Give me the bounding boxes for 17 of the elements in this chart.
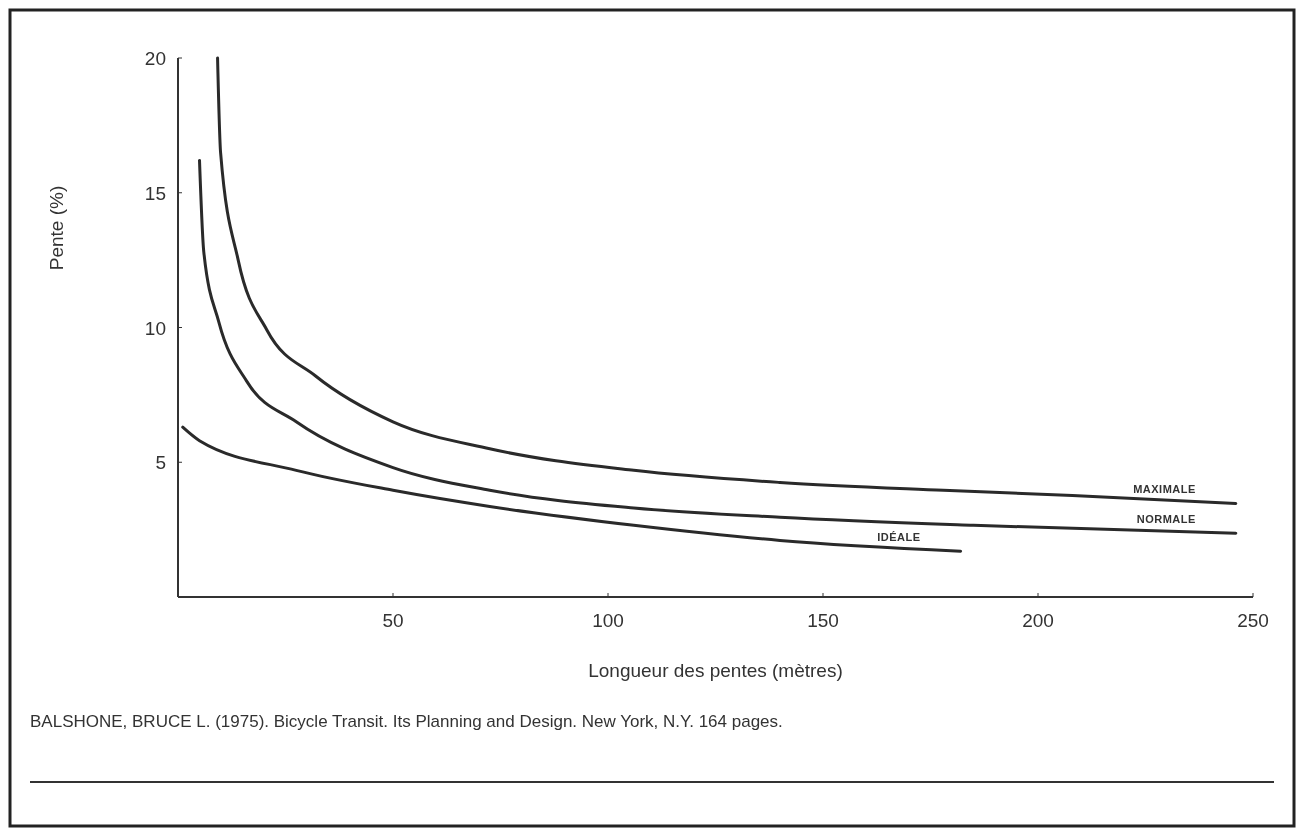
- y-tick-label: 5: [155, 452, 166, 474]
- line-series: [216, 56, 1238, 505]
- x-axis-title: Longueur des pentes (mètres): [588, 660, 843, 681]
- series-label: NORMALE: [1136, 513, 1196, 526]
- x-tick-label: 150: [807, 610, 839, 631]
- y-tick-label: 20: [144, 48, 166, 69]
- line-series: [181, 425, 963, 553]
- x-tick-label: 200: [1022, 610, 1054, 631]
- y-axis-title: Pente (%): [46, 185, 67, 271]
- x-tick-label: 50: [382, 610, 404, 631]
- series-label: IDÉALE: [877, 531, 921, 544]
- series-label: MAXIMALE: [1133, 483, 1196, 496]
- y-tick-label: 15: [144, 182, 166, 204]
- y-tick-label: 10: [144, 317, 166, 339]
- x-tick-label: 100: [592, 610, 624, 631]
- x-tick-label: 250: [1237, 610, 1269, 631]
- text: BALSHONE, BRUCE L. (1975). Bicycle Transit. Its Planning and Design. New York, N.Y. 164 pages.: [30, 712, 783, 731]
